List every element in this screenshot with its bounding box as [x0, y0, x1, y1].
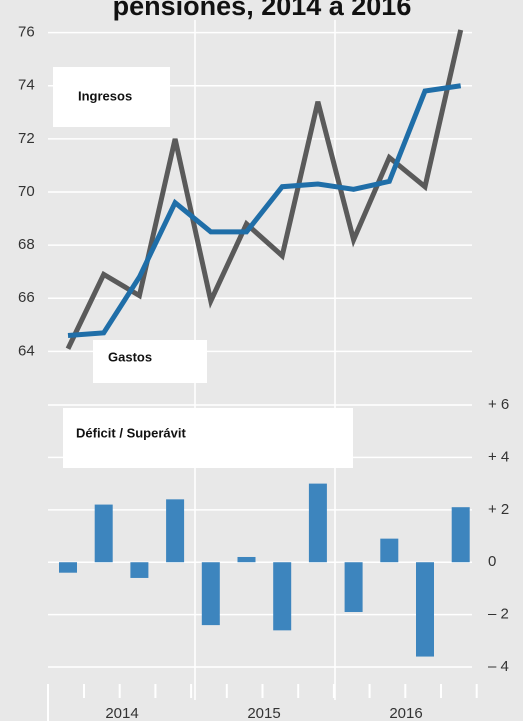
bar: [59, 562, 77, 573]
bar: [308, 483, 327, 563]
y2-tick-label: + 4: [488, 448, 509, 465]
bar: [273, 562, 292, 631]
y2-tick-label: – 4: [488, 658, 509, 675]
bar: [201, 562, 220, 626]
line-series: [67, 83, 462, 338]
bar: [416, 562, 434, 657]
bar: [94, 504, 113, 563]
bar: [166, 499, 185, 563]
bar: [344, 562, 363, 613]
y-tick-label: 72: [18, 130, 35, 147]
label-box: [93, 340, 207, 383]
y-tick-label: 68: [18, 236, 35, 253]
y-tick-label: 70: [18, 183, 35, 200]
y2-tick-label: + 2: [488, 501, 509, 518]
label-box: [53, 67, 170, 127]
y-tick-label: 66: [18, 289, 35, 306]
x-group-label: 2015: [247, 705, 280, 721]
series-label: Ingresos: [78, 88, 132, 103]
bar: [451, 507, 470, 563]
y2-tick-label: + 6: [488, 396, 509, 413]
label-box: [63, 408, 353, 468]
bar: [380, 538, 399, 563]
bar: [130, 562, 149, 578]
y2-tick-label: – 2: [488, 606, 509, 623]
y-tick-label: 64: [18, 342, 35, 359]
bar: [237, 556, 256, 563]
series-label: Gastos: [108, 349, 152, 364]
series-label: Déficit / Superávit: [76, 425, 186, 440]
y-tick-label: 76: [18, 24, 35, 41]
x-group-label: 2016: [389, 705, 422, 721]
y2-tick-label: 0: [488, 553, 496, 570]
x-group-label: 2014: [105, 705, 138, 721]
y-tick-label: 74: [18, 77, 35, 94]
chart-title: pensiones, 2014 a 2016: [113, 0, 412, 21]
